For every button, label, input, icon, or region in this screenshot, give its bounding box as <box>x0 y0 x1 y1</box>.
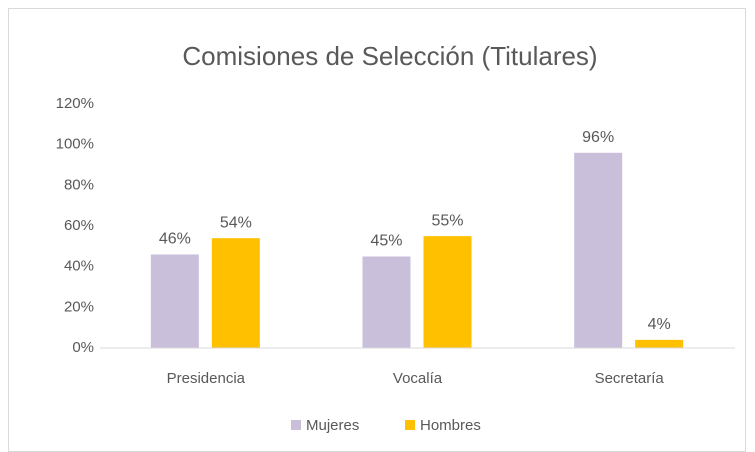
bar <box>211 238 260 348</box>
x-tick-label: Secretaría <box>595 370 665 387</box>
legend-swatch <box>291 420 301 430</box>
legend-swatch <box>405 420 415 430</box>
data-label: 96% <box>582 129 614 146</box>
chart-title: Comisiones de Selección (Titulares) <box>182 41 597 71</box>
x-tick-label: Vocalía <box>393 370 443 387</box>
x-tick-label: Presidencia <box>167 370 246 387</box>
bar <box>574 152 623 348</box>
bar <box>423 236 472 348</box>
bar <box>635 339 684 348</box>
data-label: 4% <box>648 316 671 333</box>
data-label: 46% <box>159 231 191 248</box>
y-tick-label: 100% <box>56 136 94 153</box>
y-tick-label: 60% <box>64 217 94 234</box>
y-tick-label: 0% <box>72 339 94 356</box>
data-label: 45% <box>370 233 402 250</box>
data-label: 54% <box>220 214 252 231</box>
bar <box>362 256 411 348</box>
chart-border <box>8 8 746 452</box>
y-tick-label: 80% <box>64 176 94 193</box>
y-tick-label: 120% <box>56 95 94 112</box>
data-label: 55% <box>431 212 463 229</box>
bar <box>150 254 199 348</box>
legend-label: Hombres <box>420 417 481 434</box>
legend-label: Mujeres <box>306 417 359 434</box>
y-tick-label: 20% <box>64 298 94 315</box>
y-tick-label: 40% <box>64 258 94 275</box>
